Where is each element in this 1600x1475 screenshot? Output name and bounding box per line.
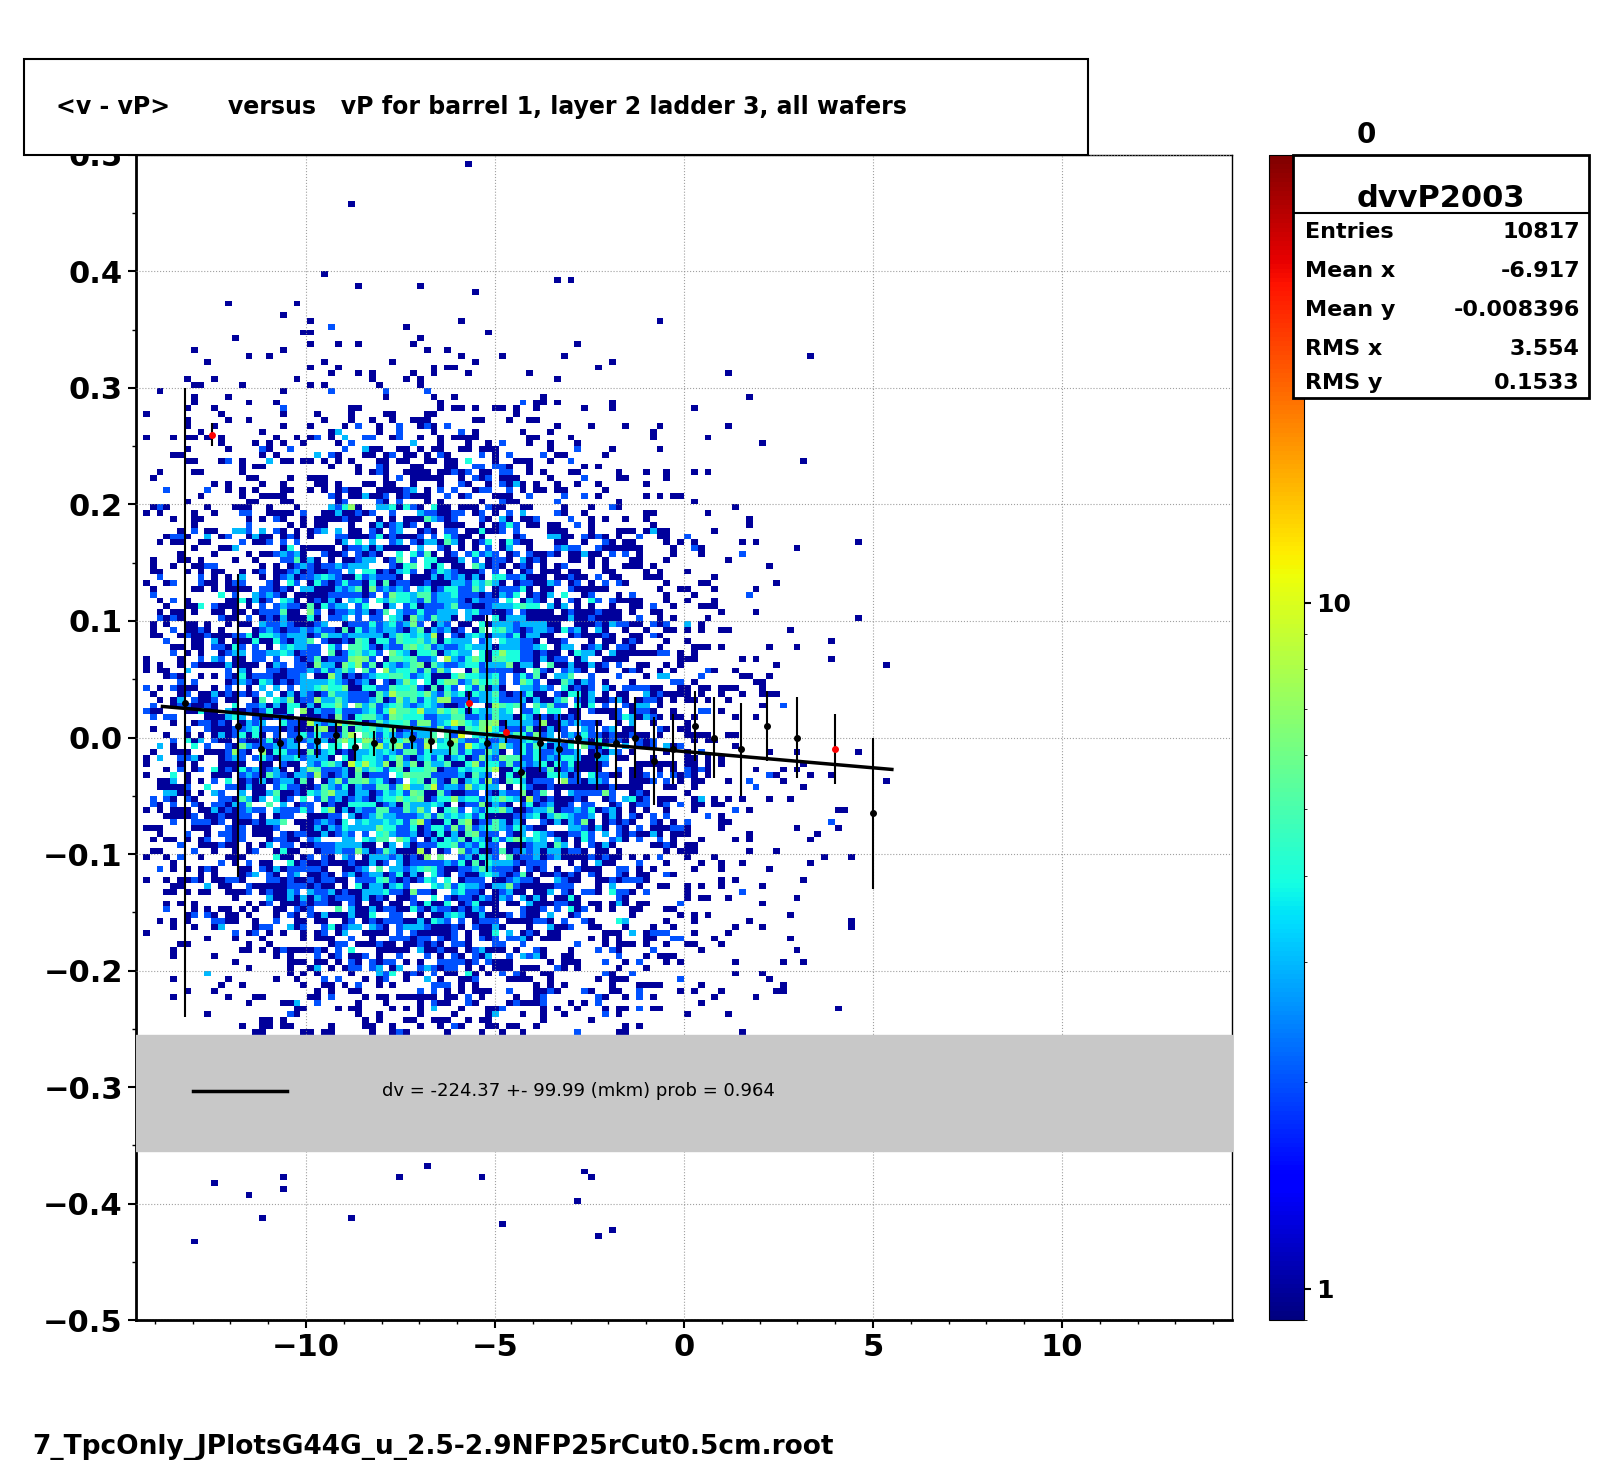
Text: 0: 0 bbox=[1357, 121, 1376, 149]
Text: 10817: 10817 bbox=[1502, 223, 1579, 242]
Text: Mean x: Mean x bbox=[1304, 261, 1395, 282]
Text: Mean y: Mean y bbox=[1304, 301, 1395, 320]
Text: 3.554: 3.554 bbox=[1510, 339, 1579, 360]
Text: dvvP2003: dvvP2003 bbox=[1357, 184, 1525, 212]
Text: RMS y: RMS y bbox=[1304, 373, 1382, 394]
Text: <v - vP>       versus   vP for barrel 1, layer 2 ladder 3, all wafers: <v - vP> versus vP for barrel 1, layer 2… bbox=[56, 94, 907, 119]
Text: Entries: Entries bbox=[1304, 223, 1394, 242]
Text: -6.917: -6.917 bbox=[1501, 261, 1579, 282]
Text: -0.008396: -0.008396 bbox=[1453, 301, 1579, 320]
Text: 7_TpcOnly_JPlotsG44G_u_2.5-2.9NFP25rCut0.5cm.root: 7_TpcOnly_JPlotsG44G_u_2.5-2.9NFP25rCut0… bbox=[32, 1434, 834, 1460]
Text: RMS x: RMS x bbox=[1304, 339, 1382, 360]
Text: 0.1533: 0.1533 bbox=[1494, 373, 1579, 394]
Text: dv = -224.37 +- 99.99 (mkm) prob = 0.964: dv = -224.37 +- 99.99 (mkm) prob = 0.964 bbox=[382, 1081, 774, 1099]
